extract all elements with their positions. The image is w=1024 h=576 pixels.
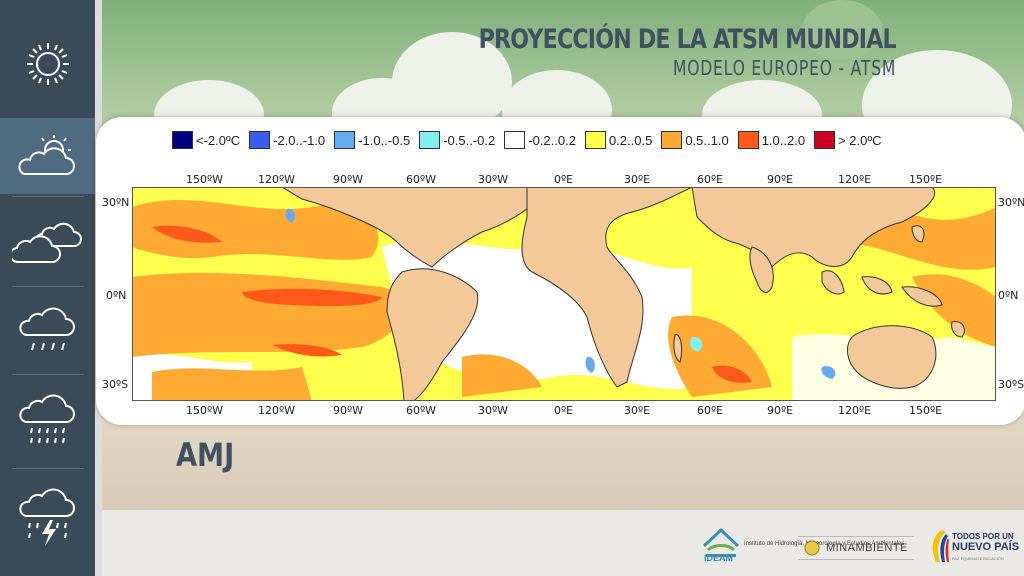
legend-swatch [661,131,683,149]
legend-item: <-2.0ºC [172,131,240,149]
lon-label-bottom: 90ºE [767,404,794,417]
sun-cloud-icon [17,135,75,175]
legend-swatch [814,131,836,149]
sidebar-item-sun-cloud[interactable] [0,118,95,194]
legend-label: > 2.0ºC [838,132,882,148]
lat-label-left: 30ºN [102,196,130,209]
heavy-rain-icon [18,394,75,444]
legend-item: 0.5..1.0 [661,131,729,149]
light-rain-icon [18,307,75,351]
legend-swatch [584,131,606,149]
season-label: AMJ [176,436,235,474]
sidebar-item-heavy-rain[interactable] [0,378,95,466]
lon-label-top: 90ºW [333,173,364,186]
lon-label-top: 120ºE [838,173,872,186]
gobierno-line2: NUEVO PAÍS [952,540,1020,553]
lon-label-bottom: 30ºW [478,404,509,417]
legend-item: 1.0..2.0 [737,131,806,149]
lon-label-top: 0ºE [554,173,574,186]
ideam-text: Instituto de Hidrología, Meteorología y … [744,541,904,548]
lon-label-bottom: 0ºE [554,404,574,417]
lon-label-top: 60ºW [406,173,437,186]
gobierno-line1: TODOS POR UN [952,531,1014,541]
legend-item: -0.5..-0.2 [419,131,495,149]
minambiente-logo: MINAMBIENTE [798,536,914,560]
lon-label-bottom: 60ºE [697,404,724,417]
lon-label-bottom: 90ºW [333,404,364,417]
lon-label-top: 30ºW [478,173,509,186]
lon-label-bottom: 120ºE [838,404,872,417]
cloudy-icon [11,222,82,263]
colombia-seal-icon [804,540,820,556]
lon-label-top: 30ºE [624,173,651,186]
legend-label: -0.5..-0.2 [443,132,496,148]
minambiente-text: MINAMBIENTE [826,542,908,554]
thunderstorm-icon [18,488,75,546]
legend-item: -1.0..-0.5 [334,131,410,149]
legend-swatch [249,131,271,149]
lon-label-bottom: 30ºE [624,404,651,417]
sidebar-item-light-rain[interactable] [0,290,95,372]
legend-item: -2.0..-1.0 [249,131,325,149]
lat-label-left: 0ºN [106,289,127,302]
sst-anomaly-map [132,187,996,401]
lon-label-top: 60ºE [697,173,724,186]
gobierno-logo: TODOS POR UN NUEVO PAÍS PAZ EQUIDAD EDUC… [926,528,1019,566]
sidebar-item-sun[interactable] [0,20,95,108]
legend-item: -0.2..0.2 [504,131,576,149]
sidebar [0,0,102,576]
legend-item: > 2.0ºC [814,131,881,149]
legend-label: 0.2..0.5 [608,132,653,148]
legend-label: -0.2..0.2 [528,132,576,148]
legend-swatch [504,131,526,149]
legend-item: 0.2..0.5 [584,131,653,149]
lat-label-right: 0ºN [998,289,1019,302]
legend-swatch [172,131,193,149]
sidebar-item-cloudy[interactable] [0,200,95,284]
legend-swatch [334,131,356,149]
page-subtitle: MODELO EUROPEO - ATSM [672,56,896,80]
lat-label-right: 30ºN [998,196,1024,209]
legend-label: 1.0..2.0 [761,132,806,148]
legend-label: -2.0..-1.0 [273,132,326,148]
lon-label-top: 90ºE [767,173,794,186]
lon-label-top: 120ºW [258,173,296,186]
legend-swatch [737,131,759,149]
legend-label: <-2.0ºC [196,132,241,148]
lon-label-bottom: 60ºW [406,404,437,417]
legend-label: 0.5..1.0 [685,132,729,148]
legend-label: -1.0..-0.5 [358,132,411,148]
page-title: PROYECCIÓN DE LA ATSM MUNDIAL [478,24,897,55]
lon-label-bottom: 150ºE [909,404,943,417]
lon-label-top: 150ºW [186,173,224,186]
colombia-flag-icon [932,530,949,562]
gobierno-line3: PAZ EQUIDAD EDUCACIÓN [952,555,1004,561]
lat-label-left: 30ºS [102,378,129,391]
ideam-name: IDEAM [704,553,733,563]
lon-label-bottom: 120ºW [258,404,296,417]
lon-label-bottom: 150ºW [186,404,224,417]
lon-label-top: 150ºE [909,173,943,186]
lat-label-right: 30ºS [998,378,1024,391]
legend-swatch [419,131,441,149]
color-legend: <-2.0ºC -2.0..-1.0 -1.0..-0.5 -0.5..-0.2… [172,129,890,151]
ideam-emblem-icon [702,527,740,557]
sidebar-item-thunderstorm[interactable] [0,472,95,562]
sun-icon [26,43,69,85]
footer-bar [102,510,1024,576]
